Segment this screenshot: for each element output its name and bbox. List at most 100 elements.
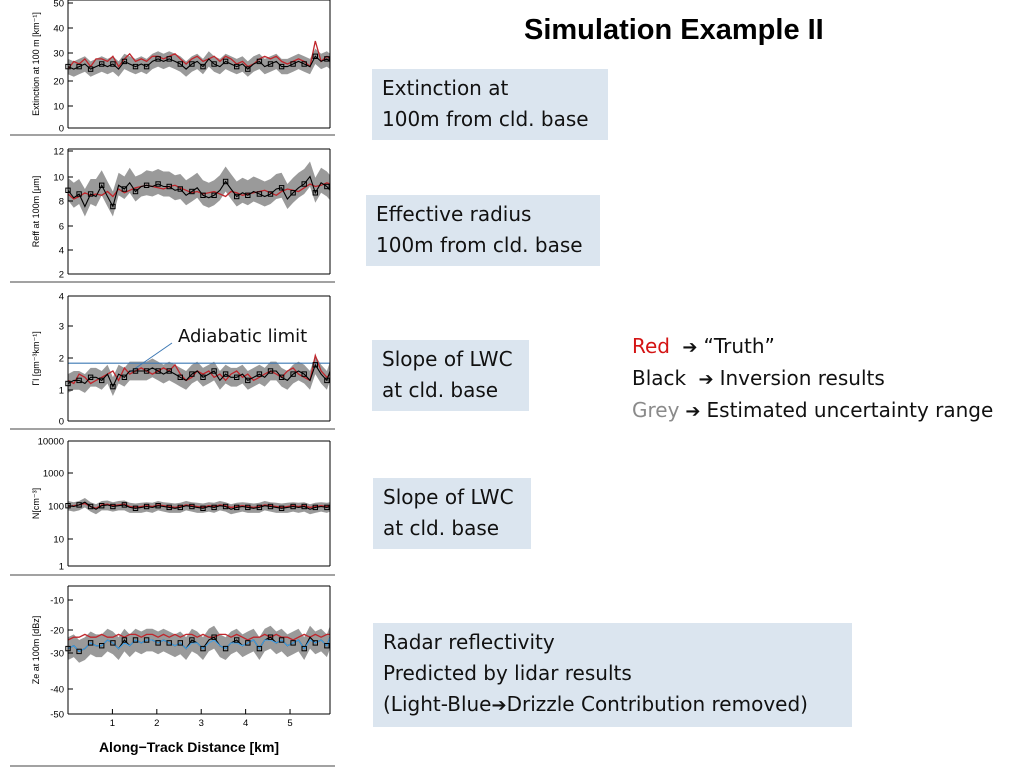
data-point-marker [155, 368, 161, 374]
data-point-marker [99, 377, 105, 384]
chart-panel-1: 0 10 20 30 40 50 Extinction at 100 m [km⁻¹] [10, 0, 335, 136]
y-tick-label: 1000 [43, 469, 64, 480]
color-legend: Red ➔ “Truth” Black ➔ Inversion results Gr… [632, 331, 993, 427]
y-tick-label: 2 [59, 354, 64, 365]
y-tick-label: 20 [53, 77, 64, 88]
data-point-marker [312, 362, 319, 368]
data-point-marker [155, 503, 161, 509]
data-point-marker [267, 503, 274, 510]
radar-label-line1: Radar reflectivity [383, 630, 555, 654]
data-point-marker [290, 190, 296, 196]
data-point-marker [222, 503, 229, 510]
chart-panel-4: 1 10 100 1000 10000 N[cm⁻³] [10, 437, 335, 576]
series-line-light-blue [67, 637, 331, 653]
y-tick-label: 50 [53, 0, 64, 10]
data-point-marker [324, 377, 330, 384]
data-point-marker [290, 61, 296, 67]
y-tick-label: 4 [59, 246, 64, 257]
data-point-marker [312, 640, 319, 646]
data-point-marker [211, 634, 217, 640]
y-axis-label: Extinction at 100 m [km⁻¹] [31, 12, 41, 116]
legend-grey-text: Estimated uncertainty range [706, 398, 994, 422]
data-point-marker [234, 504, 240, 511]
data-point-marker [76, 377, 82, 384]
y-tick-label: 40 [53, 24, 64, 35]
uncertainty-band [68, 161, 330, 217]
data-point-marker [245, 66, 251, 72]
y-tick-label: 4 [59, 292, 64, 303]
series-line-red [67, 502, 331, 510]
radar-label-line3-pre: (Light-Blue [383, 692, 492, 716]
data-point-marker [256, 371, 263, 377]
x-axis-label: Along−Track Distance [km] [99, 739, 279, 755]
data-point-marker [143, 637, 150, 643]
lwc-slope-label-box-2: Slope of LWC at cld. base [373, 478, 531, 549]
y-tick-label: 2 [59, 270, 64, 281]
y-tick-label: 10000 [38, 437, 64, 448]
data-point-marker [121, 186, 128, 192]
data-point-marker [234, 374, 240, 381]
data-point-marker [87, 503, 94, 510]
y-tick-label: 30 [53, 49, 64, 60]
data-point-marker [267, 191, 274, 197]
series-line-black [67, 55, 331, 70]
data-point-marker [234, 637, 240, 643]
data-point-marker [189, 371, 195, 377]
data-point-marker [222, 178, 229, 185]
data-point-marker [324, 183, 330, 190]
data-point-marker [211, 192, 217, 199]
y-axis-label: Γl [gm⁻³km⁻¹] [31, 331, 41, 385]
radar-label-line3: (Light-Blue➔Drizzle Contribution removed… [383, 689, 842, 721]
radar-reflectivity-label-box: Radar reflectivity Predicted by lidar re… [373, 623, 852, 727]
data-point-marker [87, 66, 94, 72]
data-point-marker [110, 61, 116, 67]
data-point-marker [143, 368, 150, 374]
legend-grey-word: Grey [632, 398, 680, 422]
data-point-marker [267, 368, 274, 374]
data-point-marker [301, 503, 307, 510]
lwc-slope-label-line2: at cld. base [382, 378, 499, 402]
data-point-marker [312, 190, 319, 196]
data-point-marker [99, 643, 105, 649]
data-point-marker [99, 182, 105, 189]
data-point-marker [222, 58, 229, 65]
data-point-marker [200, 63, 206, 70]
chart-panel-2: 2 4 6 8 10 12 Reff at 100m [μm] [10, 147, 335, 283]
y-axis-label: Reff at 100m [μm] [31, 176, 41, 248]
y-tick-label: 1 [59, 386, 64, 397]
data-point-marker [177, 374, 184, 381]
data-point-marker [121, 502, 128, 508]
x-tick-label: 1 [110, 718, 115, 729]
legend-red-word: Red [632, 334, 670, 358]
extinction-label-line1: Extinction at [382, 76, 509, 100]
data-point-marker [301, 181, 307, 187]
x-tick-label: 5 [287, 718, 292, 729]
data-point-marker [290, 503, 296, 510]
y-tick-label: 10 [53, 102, 64, 113]
series-line-red [67, 633, 330, 641]
data-point-marker [200, 505, 206, 512]
y-tick-label: 0 [59, 124, 64, 135]
x-tick-label: 4 [243, 718, 248, 729]
data-point-marker [177, 504, 184, 511]
data-point-marker [76, 648, 82, 655]
data-point-marker [256, 645, 263, 652]
data-point-marker [256, 58, 263, 65]
lwc-slope-label-2-line2: at cld. base [383, 516, 500, 540]
series-line-red [67, 353, 331, 385]
data-point-marker [110, 640, 116, 646]
legend-row-grey: Grey ➔ Estimated uncertainty range [632, 395, 993, 427]
data-point-marker [324, 56, 330, 62]
data-point-marker [155, 181, 161, 187]
data-point-marker [110, 203, 116, 210]
data-point-marker [234, 63, 240, 70]
data-point-marker [245, 377, 251, 384]
data-point-marker [211, 368, 217, 374]
legend-black-text: Inversion results [719, 366, 885, 390]
data-point-marker [222, 645, 229, 652]
data-point-marker [99, 61, 105, 67]
data-point-marker [256, 504, 263, 511]
data-point-marker [87, 191, 94, 197]
radar-label-line2: Predicted by lidar results [383, 661, 632, 685]
data-point-marker [166, 183, 172, 190]
